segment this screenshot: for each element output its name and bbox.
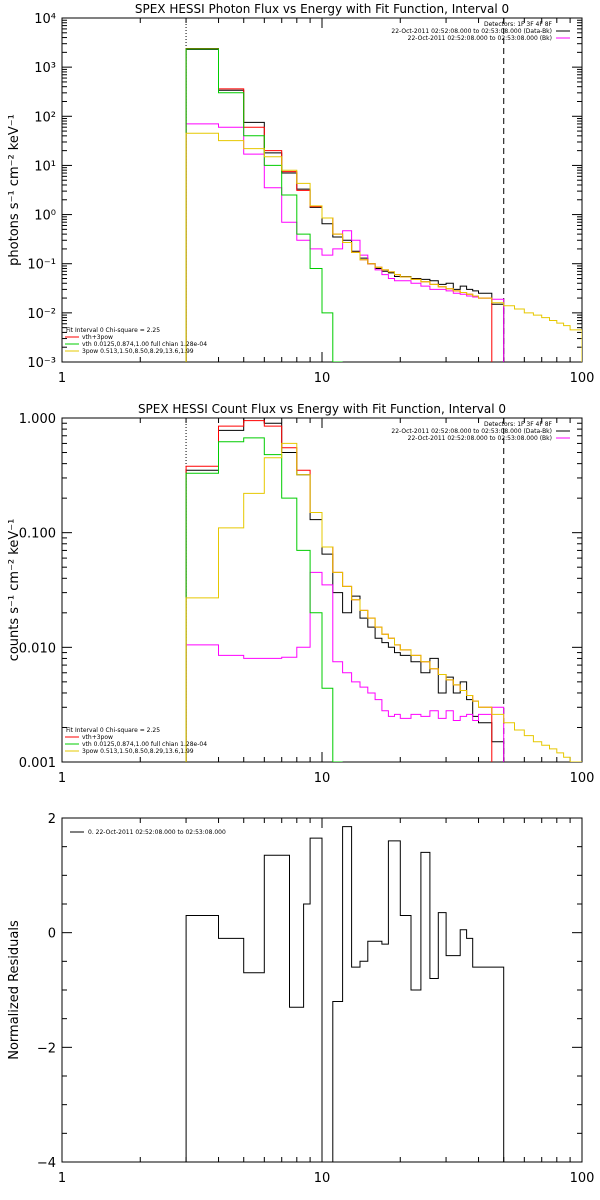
legend-top-right-1-2: 22-Oct-2011 02:52:08.000 to 02:53:08.000… xyxy=(408,435,552,442)
x-tick-label-2: 100 xyxy=(570,1171,595,1186)
series-vth-0 xyxy=(185,48,343,362)
legend-label-2: 0. 22-Oct-2011 02:52:08.000 to 02:53:08.… xyxy=(88,829,226,836)
series-bk-0 xyxy=(185,123,505,362)
x-tick-label-0: 100 xyxy=(570,371,595,386)
legend-bottom-left-1-1: vth+3pow xyxy=(82,734,113,741)
x-tick-label-1: 100 xyxy=(570,771,595,786)
legend-bottom-left-0-3: 3pow 0.513,1.50,8.50,8.29,13.6,1.99 xyxy=(82,348,194,355)
x-tick-label-0: 10 xyxy=(314,371,331,386)
x-tick-label-1: 1 xyxy=(58,771,66,786)
legend-bottom-left-0-0: Fit Interval 0 Chi-square = 2.25 xyxy=(66,327,160,334)
series-group-0 xyxy=(185,48,582,362)
x-tick-label-0: 1 xyxy=(58,371,66,386)
legend-bottom-left-1-3: 3pow 0.513,1.50,8.50,8.29,13.6,1.99 xyxy=(82,748,194,755)
legend-bottom-left-0-1: vth+3pow xyxy=(82,334,113,341)
series-3pow-1 xyxy=(185,442,582,762)
y-tick-label-1: 0.010 xyxy=(19,641,56,656)
series-vth-3pow-0 xyxy=(185,48,493,362)
y-tick-label-2: −2 xyxy=(37,1041,56,1056)
y-tick-label-1: 1.000 xyxy=(19,412,56,427)
y-axis-label-2: Normalized Residuals xyxy=(7,920,22,1060)
legend-top-right-1-1: 22-Oct-2011 02:52:08.000 to 02:53:08.000… xyxy=(391,428,552,435)
y-tick-label-0: 10¹ xyxy=(34,159,56,174)
y-tick-label-2: −4 xyxy=(37,1156,56,1171)
y-axis-label-1: counts s⁻¹ cm⁻² keV⁻¹ xyxy=(7,519,22,662)
series-bk-1 xyxy=(185,571,505,762)
y-tick-label-0: 10² xyxy=(34,110,56,125)
y-tick-label-0: 10⁻² xyxy=(27,307,56,322)
y-tick-label-2: 0 xyxy=(48,927,56,942)
y-tick-label-0: 10⁻³ xyxy=(27,356,56,371)
series-data-bk-1 xyxy=(185,418,505,762)
legend-bottom-left-0-2: vth 0.0125,0.874,1.00 full chian 1.28e-0… xyxy=(82,341,207,348)
y-tick-label-0: 10⁴ xyxy=(34,12,56,27)
series-vth-1 xyxy=(185,437,343,762)
legend-bottom-left-1-0: Fit Interval 0 Chi-square = 2.25 xyxy=(66,727,160,734)
series-data-bk-0 xyxy=(185,48,505,362)
legend-top-right-0-1: 22-Oct-2011 02:52:08.000 to 02:53:08.000… xyxy=(391,28,552,35)
legend-bottom-left-1-2: vth 0.0125,0.874,1.00 full chian 1.28e-0… xyxy=(82,741,207,748)
x-tick-label-2: 10 xyxy=(314,1171,331,1186)
series-3pow-0 xyxy=(185,132,582,362)
legend-top-right-0-0: Detectors: 1F 3F 4F 8F xyxy=(484,21,553,28)
series-group-1 xyxy=(185,418,582,762)
series-0-22-oct-2011-02-52-08-000-to-02-53-08-000-2 xyxy=(185,826,505,1162)
series-group-2 xyxy=(185,826,505,1162)
y-axis-label-0: photons s⁻¹ cm⁻² keV⁻¹ xyxy=(7,114,22,266)
y-tick-label-1: 0.100 xyxy=(19,527,56,542)
legend-top-right-1-0: Detectors: 1F 3F 4F 8F xyxy=(484,421,553,428)
y-tick-label-0: 10⁰ xyxy=(34,209,56,224)
chart-title-1: SPEX HESSI Count Flux vs Energy with Fit… xyxy=(138,402,506,416)
chart-title-0: SPEX HESSI Photon Flux vs Energy with Fi… xyxy=(135,2,509,16)
y-tick-label-0: 10⁻¹ xyxy=(27,258,56,273)
y-tick-label-1: 0.001 xyxy=(19,756,56,771)
y-tick-label-0: 10³ xyxy=(34,61,56,76)
x-tick-label-2: 1 xyxy=(58,1171,66,1186)
y-tick-label-2: 2 xyxy=(48,812,56,827)
legend-top-right-0-2: 22-Oct-2011 02:52:08.000 to 02:53:08.000… xyxy=(408,35,552,42)
x-tick-label-1: 10 xyxy=(314,771,331,786)
